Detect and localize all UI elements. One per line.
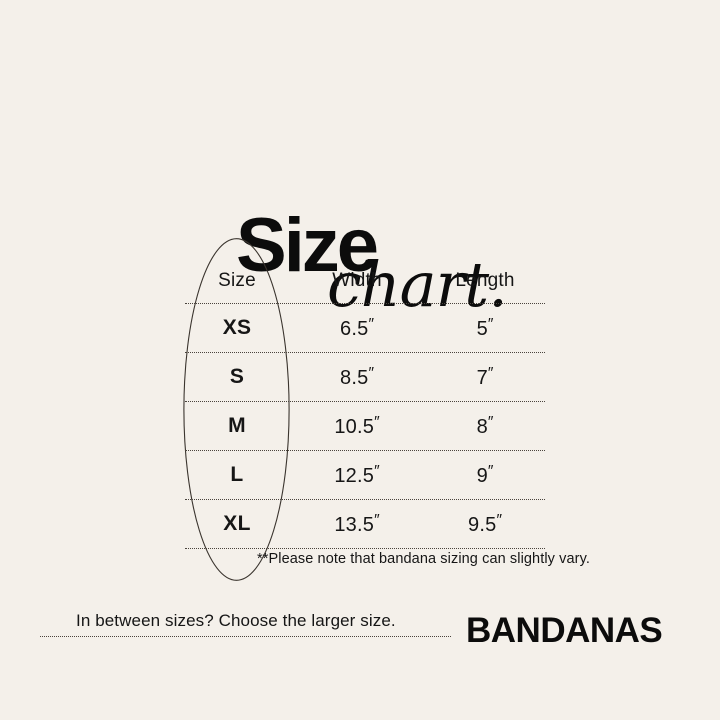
inch-mark: ″ [368,364,374,382]
inch-mark: ″ [374,462,380,480]
brand-wordmark: BANDANAS [466,611,663,650]
size-column-highlight-ellipse [183,238,290,581]
column-header-width: Width [332,269,382,291]
table-footnote: **Please note that bandana sizing can sl… [257,551,590,567]
cell-size: L [230,463,244,486]
table-header-row: Size Width Length [185,258,545,304]
cell-width: 6.5″ [340,315,374,340]
column-header-length: Length [455,269,515,291]
cell-length: 9.5″ [468,511,502,536]
in-between-sizes-note: In between sizes? Choose the larger size… [76,611,396,630]
table-row: M 10.5″ 8″ [185,402,545,451]
cell-size: XS [222,316,252,339]
inch-mark: ″ [374,413,380,431]
inch-mark: ″ [374,511,380,529]
inch-mark: ″ [487,315,494,333]
table-row: S 8.5″ 7″ [185,353,545,402]
cell-width: 13.5″ [334,511,380,536]
cell-length: 7″ [476,364,494,389]
inch-mark: ″ [496,511,502,529]
cell-length: 9″ [476,462,494,487]
inch-mark: ″ [487,364,494,382]
column-header-size: Size [218,269,256,291]
inch-mark: ″ [487,413,494,431]
cell-width: 12.5″ [334,462,380,487]
inch-mark: ″ [487,462,494,480]
cell-length: 8″ [476,413,494,438]
inch-mark: ″ [368,315,374,333]
footer-divider [40,636,451,637]
cell-size: S [229,365,245,388]
size-table: Size Width Length XS 6.5″ 5″ S 8.5″ 7″ M… [185,258,545,549]
table-row: XL 13.5″ 9.5″ [185,500,545,549]
cell-width: 8.5″ [340,364,374,389]
table-row: XS 6.5″ 5″ [185,304,545,353]
cell-length: 5″ [476,315,494,340]
page-title: Size chart. [0,104,720,316]
cell-size: XL [223,512,251,535]
table-row: L 12.5″ 9″ [185,451,545,500]
cell-width: 10.5″ [334,413,380,438]
cell-size: M [228,414,246,437]
